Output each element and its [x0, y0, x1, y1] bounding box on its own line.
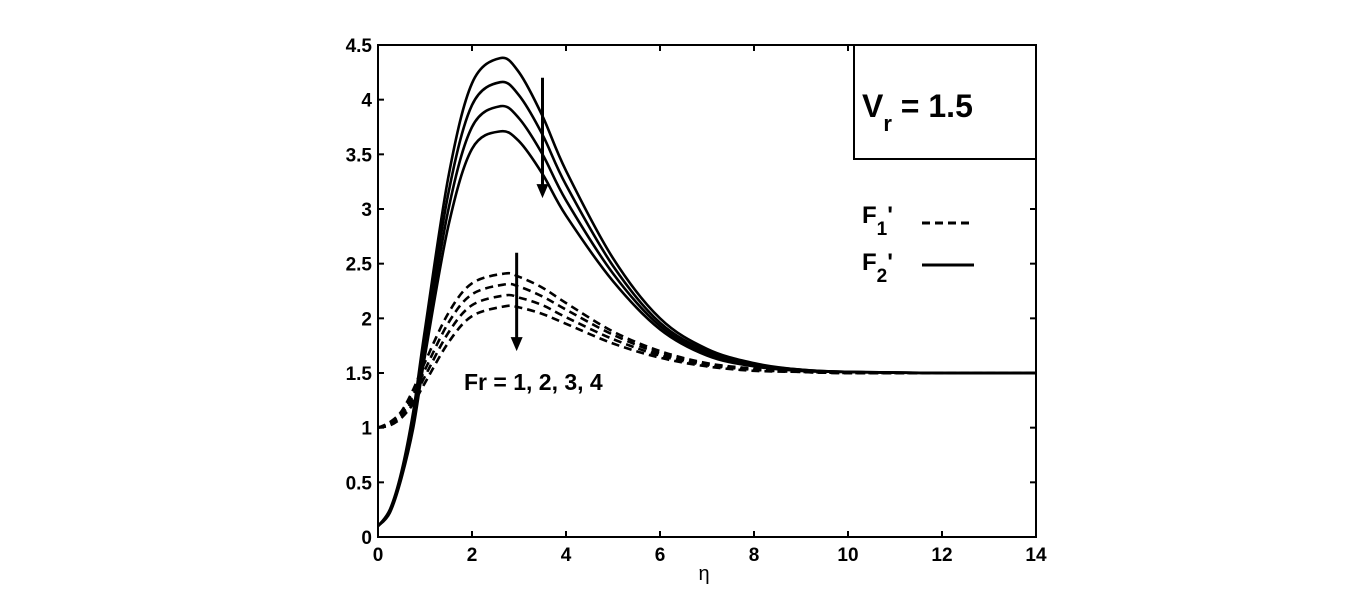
x-tick-label: 10	[837, 545, 858, 566]
y-tick-label: 4	[361, 91, 372, 112]
x-tick-label: 4	[561, 545, 572, 566]
legend-f2-prime: '	[887, 249, 893, 276]
legend: F1' F2'	[862, 202, 974, 287]
x-axis-label: η	[698, 563, 709, 585]
legend-entry-f2: F2'	[862, 249, 893, 287]
x-tick-label: 0	[373, 545, 384, 566]
series-line-f2-4	[377, 129, 1037, 528]
y-tick-label: 0.5	[346, 473, 373, 494]
y-tick-label: 2	[361, 309, 372, 330]
legend-f2-main: F	[862, 249, 877, 276]
annotation-fr: Fr = 1, 2, 3, 4	[464, 369, 603, 395]
x-tick-label: 8	[749, 545, 760, 566]
series-line-f1-4	[377, 304, 1036, 429]
legend-f1-main: F	[862, 202, 877, 229]
inset-label: Vr = 1.5	[862, 88, 973, 136]
series-line-f1-3	[377, 293, 1036, 429]
y-tick-label: 2.5	[346, 255, 373, 276]
inset-label-box	[853, 44, 1037, 160]
inset-label-main: V	[862, 88, 884, 124]
y-tick-label: 3	[361, 200, 372, 221]
arrow-head-1	[536, 184, 549, 199]
y-tick-label: 4.5	[346, 36, 373, 57]
plot-frame	[377, 44, 1037, 538]
legend-f2-sub: 2	[877, 266, 888, 287]
inset-label-rest: = 1.5	[892, 88, 973, 124]
inset-label-sub: r	[883, 111, 892, 136]
y-tick-label: 1.5	[346, 364, 373, 385]
y-tick-label: 0	[361, 528, 372, 549]
legend-entry-f1: F1'	[862, 202, 893, 240]
arrows-group	[510, 77, 549, 352]
x-tick-label: 6	[655, 545, 666, 566]
x-tick-label: 12	[931, 545, 952, 566]
series-line-f1-2	[377, 282, 1036, 429]
legend-f1-prime: '	[887, 202, 893, 229]
legend-f1-sub: 1	[877, 219, 888, 240]
y-tick-label: 1	[361, 419, 372, 440]
arrow-head-2	[510, 337, 523, 352]
series-line-f2-3	[377, 104, 1037, 527]
x-tick-label: 14	[1025, 545, 1047, 566]
x-tick-label: 2	[467, 545, 478, 566]
y-tick-label: 3.5	[346, 145, 373, 166]
